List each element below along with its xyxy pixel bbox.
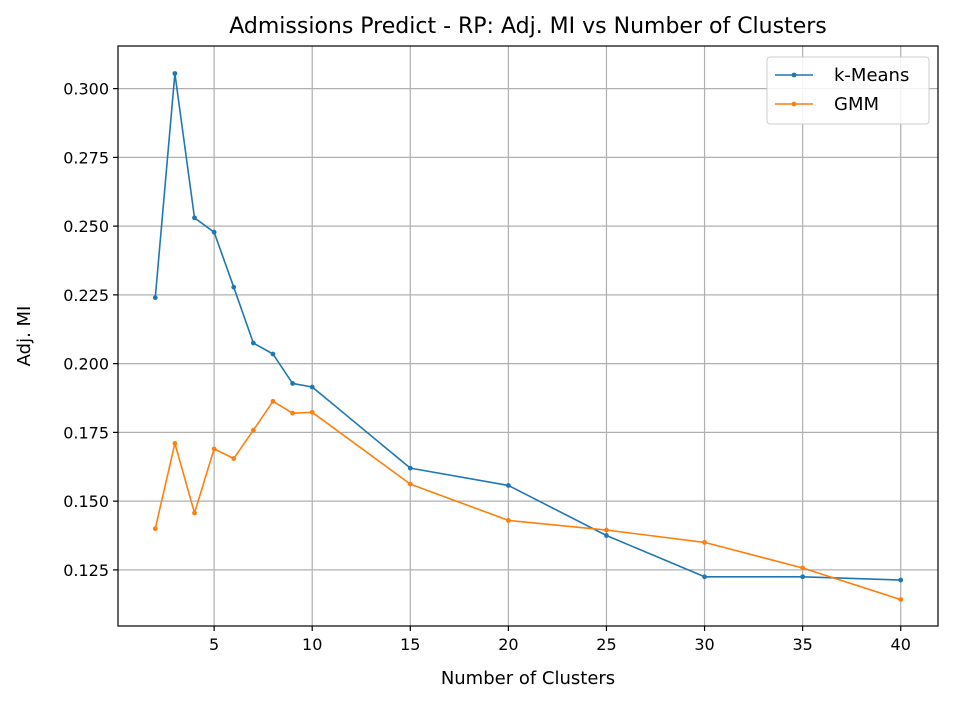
y-tick-label: 0.150: [63, 492, 109, 511]
x-tick-label: 40: [891, 635, 911, 654]
data-point-gmm: [290, 410, 295, 416]
y-tick-label: 0.200: [63, 355, 109, 374]
legend-marker-gmm: [791, 101, 797, 107]
data-point-gmm: [250, 427, 256, 433]
grid: [118, 46, 938, 626]
data-point-gmm: [604, 527, 609, 533]
data-point-k-means: [898, 577, 904, 583]
legend-marker-k-means: [791, 72, 797, 78]
data-point-gmm: [407, 481, 413, 487]
chart-title: Admissions Predict - RP: Adj. MI vs Numb…: [229, 14, 827, 39]
y-tick-label: 0.300: [63, 80, 109, 99]
x-tick-label: 15: [400, 635, 420, 654]
data-point-gmm: [702, 539, 707, 545]
data-point-k-means: [152, 295, 158, 301]
legend-item-gmm: GMM: [775, 94, 879, 115]
data-point-gmm: [505, 517, 511, 523]
x-tick-label: 30: [694, 635, 714, 654]
data-point-k-means: [211, 229, 217, 235]
x-tick-label: 35: [792, 635, 812, 654]
data-point-gmm: [192, 510, 197, 516]
data-point-k-means: [172, 71, 178, 76]
legend-box: [766, 56, 930, 125]
series-k-means: [152, 71, 904, 583]
data-point-k-means: [231, 284, 237, 290]
data-point-k-means: [309, 384, 315, 390]
data-point-k-means: [192, 215, 197, 221]
tick-layer: 5 10 15 20 25 30 35 40 0.125 0.150 0.175 0.200 0.225…: [63, 80, 911, 654]
data-point-k-means: [250, 340, 256, 346]
data-point-gmm: [800, 565, 806, 571]
legend: k-Means GMM: [766, 56, 930, 125]
x-tick-label: 25: [596, 635, 616, 654]
series-gmm: [152, 398, 904, 602]
y-axis-label: Adj. MI: [14, 306, 35, 367]
legend-item-k-means: k-Means: [775, 65, 909, 86]
x-tick-label: 10: [302, 635, 322, 654]
axes-frame: [117, 45, 939, 627]
y-tick-label: 0.225: [63, 286, 109, 305]
data-point-k-means: [290, 381, 295, 386]
data-point-gmm: [309, 409, 315, 415]
legend-label-gmm: GMM: [834, 94, 879, 115]
data-point-k-means: [702, 574, 707, 580]
data-point-gmm: [231, 456, 237, 461]
y-tick-label: 0.250: [63, 217, 109, 236]
series-layer: [152, 71, 904, 602]
data-point-k-means: [505, 483, 511, 488]
y-tick-label: 0.125: [63, 561, 109, 580]
legend-label-k-means: k-Means: [834, 65, 909, 86]
x-axis-label: Number of Clusters: [441, 668, 615, 689]
data-point-k-means: [800, 574, 806, 580]
x-tick-label: 20: [498, 635, 518, 654]
y-tick-label: 0.175: [63, 423, 109, 442]
data-point-gmm: [172, 440, 178, 446]
data-point-k-means: [604, 533, 609, 538]
data-point-k-means: [270, 351, 276, 357]
data-point-gmm: [211, 446, 217, 452]
data-point-gmm: [152, 526, 158, 532]
data-point-gmm: [270, 398, 276, 404]
y-tick-label: 0.275: [63, 148, 109, 167]
data-point-gmm: [898, 597, 904, 602]
x-tick-label: 5: [209, 635, 219, 654]
data-point-k-means: [407, 465, 413, 471]
